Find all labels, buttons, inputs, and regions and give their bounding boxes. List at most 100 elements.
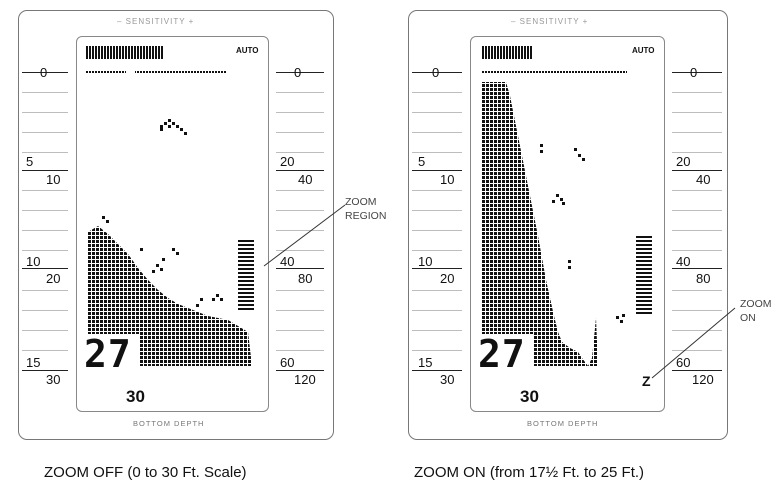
left-scale-label: 15 — [26, 355, 41, 370]
scale-tick — [672, 152, 722, 153]
left-scale-label: 15 — [418, 355, 433, 370]
scale-tick — [412, 72, 462, 73]
right-scale-label: 80 — [298, 271, 313, 286]
auto-label: AUTO — [236, 46, 259, 55]
scale-tick — [276, 190, 324, 191]
zoom-on-caption: ZOOM ON (from 17½ Ft. to 25 Ft.) — [414, 464, 645, 481]
callout-line: REGION — [345, 209, 387, 222]
sonar-returns — [482, 82, 652, 366]
surface-clutter — [86, 71, 227, 74]
right-scale-label: 60 — [676, 355, 691, 370]
scale-tick — [22, 250, 68, 251]
fish-arch — [160, 119, 187, 135]
digital-depth: 27 — [478, 332, 526, 376]
sensitivity-bar — [86, 46, 164, 59]
scale-tick — [276, 72, 324, 73]
lcd-screen — [470, 36, 665, 412]
scale-tick — [22, 92, 68, 93]
scale-tick — [22, 170, 68, 171]
sensitivity-bar — [482, 46, 532, 59]
scale-tick — [412, 230, 462, 231]
scale-tick — [22, 268, 68, 269]
zoom-region-callout: ZOOM REGION — [345, 196, 386, 223]
scale-tick — [412, 290, 462, 291]
right-scale-label: 0 — [294, 65, 302, 80]
right-scale-label: 40 — [298, 172, 313, 187]
right-scale-label: 40 — [676, 254, 691, 269]
scale-tick — [672, 112, 722, 113]
scale-tick — [672, 330, 722, 331]
bottom-depth-label: BOTTOM DEPTH — [527, 419, 599, 428]
scale-tick — [672, 250, 722, 251]
scale-tick — [672, 310, 722, 311]
scale-tick — [22, 132, 68, 133]
scale-tick — [276, 330, 324, 331]
left-scale-label: 20 — [46, 271, 61, 286]
scale-tick — [276, 290, 324, 291]
scale-tick — [276, 132, 324, 133]
scale-tick — [672, 92, 722, 93]
left-scale-label: 10 — [440, 172, 455, 187]
scale-tick — [276, 112, 324, 113]
scale-tick — [22, 290, 68, 291]
scale-tick — [412, 350, 462, 351]
callout-line: ZOOM — [345, 196, 377, 208]
scale-tick — [276, 170, 324, 171]
auto-label: AUTO — [632, 46, 655, 55]
left-scale-label: 30 — [440, 372, 455, 387]
right-scale-label: 20 — [676, 154, 691, 169]
scale-tick — [22, 310, 68, 311]
scale-tick — [412, 190, 462, 191]
scale-tick — [672, 132, 722, 133]
scale-tick — [412, 250, 462, 251]
scale-tick — [276, 310, 324, 311]
scale-tick — [22, 330, 68, 331]
surface-clutter — [482, 71, 627, 74]
display-frame — [408, 10, 728, 440]
scale-tick — [412, 330, 462, 331]
digital-depth: 27 — [84, 332, 132, 376]
scale-tick — [22, 72, 68, 73]
scale-tick — [412, 112, 462, 113]
scale-tick — [672, 190, 722, 191]
sonar-returns — [88, 119, 254, 366]
left-scale-label: 5 — [418, 154, 426, 169]
scale-tick — [22, 230, 68, 231]
scale-tick — [22, 152, 68, 153]
right-scale-label: 20 — [280, 154, 295, 169]
left-scale-label: 30 — [46, 372, 61, 387]
sensitivity-label: – SENSITIVITY + — [511, 17, 589, 26]
right-scale-label: 120 — [692, 372, 714, 387]
left-scale-label: 0 — [40, 65, 48, 80]
scale-tick — [412, 310, 462, 311]
scale-tick — [412, 92, 462, 93]
scale-tick — [276, 92, 324, 93]
left-scale-label: 0 — [432, 65, 440, 80]
scale-tick — [412, 210, 462, 211]
scale-tick — [672, 72, 722, 73]
left-scale-label: 10 — [46, 172, 61, 187]
callout-line: ON — [740, 311, 756, 324]
zoom-region-bar — [636, 236, 652, 316]
zoom-indicator: Z — [642, 373, 651, 389]
scale-tick — [672, 170, 722, 171]
bottom-depth-label: BOTTOM DEPTH — [133, 419, 205, 428]
scale-tick — [276, 268, 324, 269]
bottom-return — [88, 226, 252, 366]
scale-tick — [672, 210, 722, 211]
bottom-return — [482, 82, 598, 366]
scale-tick — [412, 268, 462, 269]
bottom-readout: 30 — [520, 387, 539, 406]
left-scale-label: 10 — [418, 254, 433, 269]
left-scale-label: 5 — [26, 154, 34, 169]
right-scale-label: 60 — [280, 355, 295, 370]
right-scale-label: 0 — [690, 65, 698, 80]
scale-tick — [672, 268, 722, 269]
left-scale-label: 10 — [26, 254, 41, 269]
scale-tick — [412, 132, 462, 133]
scale-tick — [22, 112, 68, 113]
scale-tick — [672, 350, 722, 351]
right-scale-label: 80 — [696, 271, 711, 286]
left-scale-label: 20 — [440, 271, 455, 286]
